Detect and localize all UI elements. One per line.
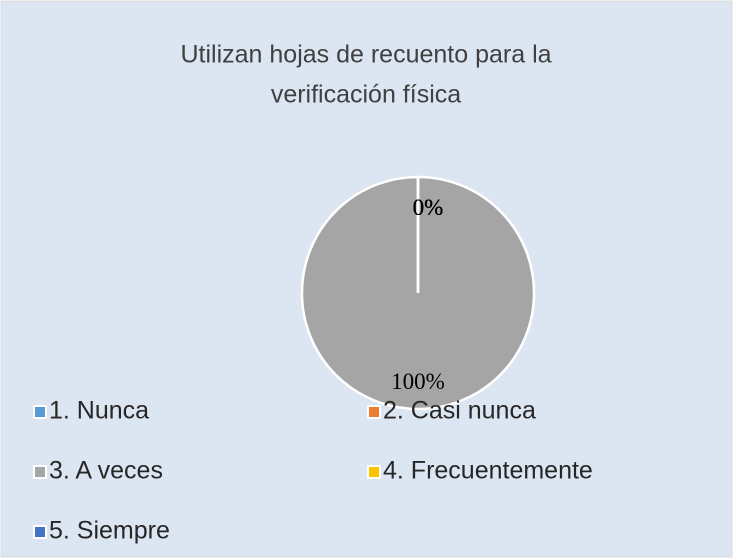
legend-label: 3. A veces: [49, 457, 163, 485]
data-label: 0%: [413, 195, 444, 220]
data-label: 0%: [413, 195, 444, 220]
legend-label: 4. Frecuentemente: [383, 457, 593, 485]
legend-swatch: [35, 467, 45, 477]
data-label: 0%: [413, 195, 444, 220]
data-label: 0%: [413, 195, 444, 220]
chart-title: verificación física: [271, 81, 461, 109]
legend-label: 1. Nunca: [49, 397, 149, 425]
chart-title: Utilizan hojas de recuento para la: [180, 41, 551, 69]
legend-swatch: [369, 467, 379, 477]
data-label: 100%: [391, 369, 445, 394]
legend-swatch: [369, 407, 379, 417]
legend-swatch: [35, 527, 45, 537]
legend-swatch: [35, 407, 45, 417]
legend-label: 2. Casi nunca: [383, 397, 536, 425]
legend-label: 5. Siempre: [49, 517, 170, 545]
